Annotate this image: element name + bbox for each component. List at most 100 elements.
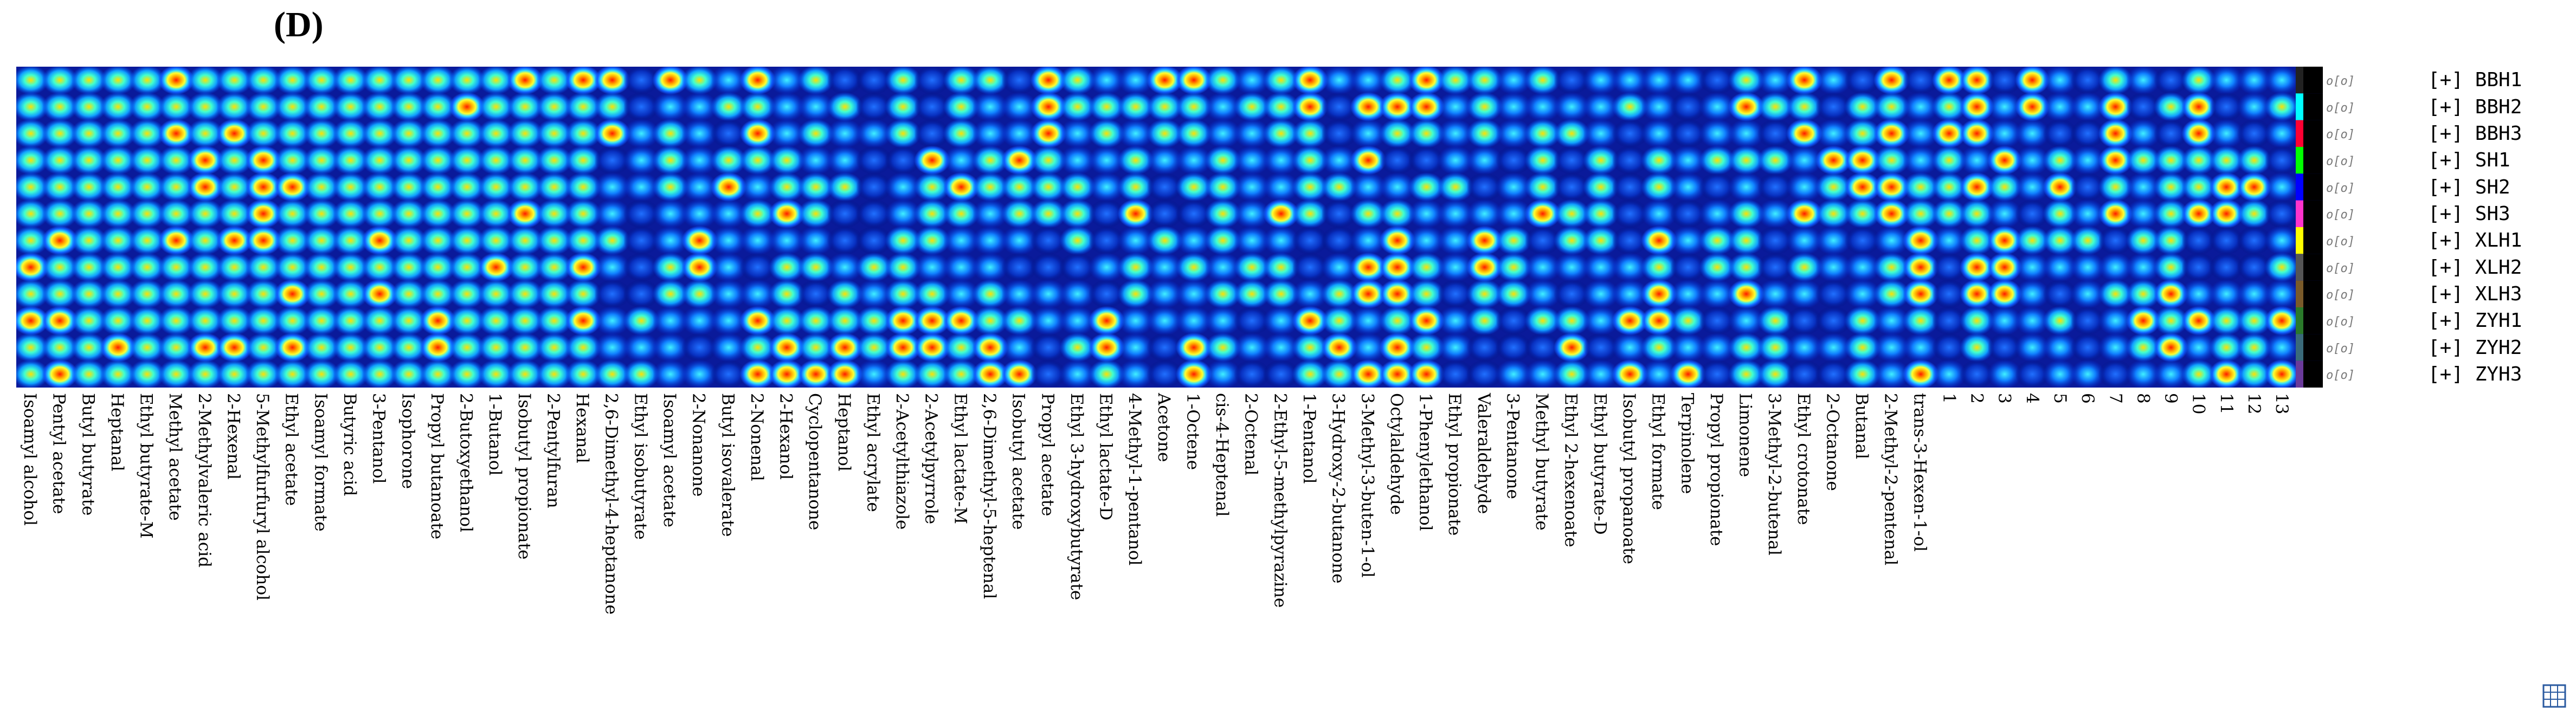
heat-cell-c45-XLH1 xyxy=(1321,225,1357,255)
heat-cell-c11-XLH2 xyxy=(332,252,369,282)
heat-cell-c40-SH2 xyxy=(1176,172,1212,202)
heat-cell-c65-ZYH3 xyxy=(1902,359,1939,388)
legend-entry-SH2[interactable]: [+] SH2 xyxy=(2428,174,2510,200)
legend-entry-XLH1[interactable]: [+] XLH1 xyxy=(2428,228,2522,254)
legend-entry-BBH3[interactable]: [+] BBH3 xyxy=(2428,120,2522,146)
heat-cell-c28-XLH1 xyxy=(827,225,863,255)
heat-cell-c10-XLH1 xyxy=(303,225,340,255)
heat-cell-c64-SH1 xyxy=(1873,145,1910,175)
heat-cell-c15-XLH3 xyxy=(449,279,485,309)
heat-cell-c21-XLH1 xyxy=(623,225,660,255)
legend-expand-toggle[interactable]: [+] xyxy=(2428,229,2475,252)
heat-cell-c36-XLH2 xyxy=(1059,252,1096,282)
heat-cell-c29-BBH1 xyxy=(856,67,892,95)
heat-cell-c57-XLH1 xyxy=(1670,225,1706,255)
heat-cell-c58-ZYH2 xyxy=(1699,332,1735,363)
legend-expand-toggle[interactable]: [+] xyxy=(2428,256,2475,279)
heat-cell-c11-ZYH2 xyxy=(332,332,369,363)
heat-cell-u9-BBH3 xyxy=(2181,119,2216,149)
heat-cell-c9-BBH1 xyxy=(274,67,311,95)
heat-cell-c43-XLH3 xyxy=(1263,279,1299,309)
heat-cell-c6-XLH2 xyxy=(187,252,223,282)
heat-cell-u6-BBH3 xyxy=(2098,119,2133,149)
legend-expand-toggle[interactable]: [+] xyxy=(2428,202,2475,225)
heat-cell-c25-BBH2 xyxy=(739,92,776,122)
sample-color-bar-SH1 xyxy=(2296,147,2303,174)
heat-cell-u6-ZYH1 xyxy=(2098,306,2133,336)
compound-label-21: Ethyl isobutyrate xyxy=(630,393,650,540)
heat-cell-c13-XLH2 xyxy=(390,252,427,282)
heat-cell-c43-XLH1 xyxy=(1263,225,1299,255)
legend-entry-SH1[interactable]: [+] SH1 xyxy=(2428,147,2510,173)
heat-cell-u6-XLH3 xyxy=(2098,279,2133,309)
heat-cell-c25-XLH2 xyxy=(739,252,776,282)
heat-cell-c60-SH2 xyxy=(1757,172,1794,202)
legend-entry-ZYH2[interactable]: [+] ZYH2 xyxy=(2428,334,2522,360)
compound-label-4: Ethyl butyrate-M xyxy=(137,393,156,538)
heat-cell-c20-SH2 xyxy=(594,172,630,202)
legend-expand-toggle[interactable]: [+] xyxy=(2428,95,2475,118)
legend-expand-toggle[interactable]: [+] xyxy=(2428,282,2475,305)
heat-cell-c14-XLH1 xyxy=(420,225,456,255)
heat-cell-u7-BBH3 xyxy=(2126,119,2161,149)
heat-cell-u0-SH2 xyxy=(1931,172,1967,202)
heat-cell-c30-ZYH2 xyxy=(885,332,922,363)
heat-cell-c18-XLH2 xyxy=(536,252,572,282)
heat-cell-c35-BBH1 xyxy=(1030,67,1067,95)
heat-cell-c12-SH1 xyxy=(362,145,398,175)
heat-cell-c29-SH3 xyxy=(856,199,892,229)
heat-cell-u1-BBH2 xyxy=(1960,92,1994,122)
heat-cell-c45-XLH2 xyxy=(1321,252,1357,282)
legend-expand-toggle[interactable]: [+] xyxy=(2428,310,2475,332)
heat-cell-u9-BBH2 xyxy=(2181,92,2216,122)
heat-cell-c40-BBH1 xyxy=(1176,67,1212,95)
heat-cell-c45-ZYH3 xyxy=(1321,359,1357,388)
legend-expand-toggle[interactable]: [+] xyxy=(2428,363,2475,385)
heat-cell-c65-SH3 xyxy=(1902,199,1939,229)
heat-cell-c54-BBH3 xyxy=(1582,119,1619,149)
legend-expand-toggle[interactable]: [+] xyxy=(2428,176,2475,198)
heat-cell-u12-XLH1 xyxy=(2264,225,2300,255)
heat-cell-c21-SH3 xyxy=(623,199,660,229)
heat-cell-c13-SH1 xyxy=(390,145,427,175)
legend-entry-XLH3[interactable]: [+] XLH3 xyxy=(2428,281,2522,307)
heat-cell-c46-BBH1 xyxy=(1350,67,1387,95)
grid-icon[interactable] xyxy=(2542,684,2566,708)
heat-cell-c33-ZYH1 xyxy=(972,306,1009,336)
heat-cell-c60-XLH1 xyxy=(1757,225,1794,255)
legend-expand-toggle[interactable]: [+] xyxy=(2428,69,2475,92)
legend-entry-ZYH3[interactable]: [+] ZYH3 xyxy=(2428,361,2522,387)
legend-expand-toggle[interactable]: [+] xyxy=(2428,149,2475,172)
heat-cell-u5-XLH1 xyxy=(2070,225,2105,255)
heat-cell-c50-XLH3 xyxy=(1466,279,1503,309)
heat-cell-c51-ZYH2 xyxy=(1496,332,1532,363)
heat-cell-c38-SH2 xyxy=(1117,172,1154,202)
heat-cell-c24-BBH2 xyxy=(710,92,747,122)
heat-cell-c22-BBH2 xyxy=(652,92,689,122)
legend-entry-BBH2[interactable]: [+] BBH2 xyxy=(2428,94,2522,120)
heat-cell-c55-ZYH2 xyxy=(1612,332,1648,363)
heat-cell-u2-SH3 xyxy=(1987,199,2022,229)
heat-cell-c8-ZYH1 xyxy=(245,306,282,336)
heat-cell-u8-XLH2 xyxy=(2154,252,2188,282)
legend-entry-BBH1[interactable]: [+] BBH1 xyxy=(2428,67,2522,93)
heat-cell-c1-XLH2 xyxy=(42,252,78,282)
legend-entry-SH3[interactable]: [+] SH3 xyxy=(2428,201,2510,227)
heat-cell-c37-SH1 xyxy=(1089,145,1125,175)
heat-cell-c4-XLH3 xyxy=(129,279,165,309)
legend-entry-ZYH1[interactable]: [+] ZYH1 xyxy=(2428,308,2522,334)
heat-cell-u8-ZYH1 xyxy=(2154,306,2188,336)
legend-expand-toggle[interactable]: [+] xyxy=(2428,336,2475,359)
heat-cell-c56-SH3 xyxy=(1641,199,1677,229)
heat-cell-c4-BBH3 xyxy=(129,119,165,149)
legend-sample-name: SH2 xyxy=(2475,176,2510,198)
heat-cell-u6-SH1 xyxy=(2098,145,2133,175)
heat-cell-c65-XLH3 xyxy=(1902,279,1939,309)
heat-cell-c6-ZYH1 xyxy=(187,306,223,336)
legend-expand-toggle[interactable]: [+] xyxy=(2428,122,2475,145)
heat-cell-c45-BBH2 xyxy=(1321,92,1357,122)
heat-cell-c38-SH3 xyxy=(1117,199,1154,229)
heat-cell-c42-SH2 xyxy=(1234,172,1270,202)
heat-cell-c54-BBH2 xyxy=(1582,92,1619,122)
legend-entry-XLH2[interactable]: [+] XLH2 xyxy=(2428,254,2522,280)
